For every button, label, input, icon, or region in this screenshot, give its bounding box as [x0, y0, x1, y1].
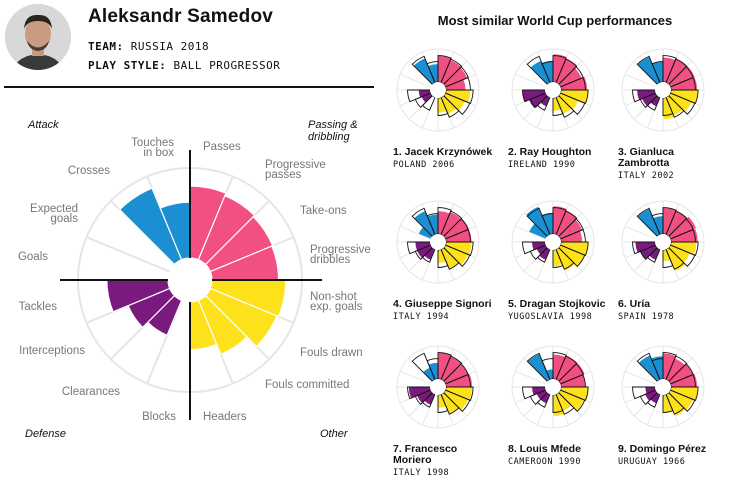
similar-player-team: URUGUAY 1966 — [618, 457, 686, 467]
grid-spoke — [514, 73, 546, 88]
category-label: Headers — [203, 411, 247, 423]
similar-player-team: ITALY 1998 — [393, 468, 450, 478]
center-hole — [545, 82, 561, 98]
team-line: TEAM: RUSSIA 2018 — [88, 40, 209, 53]
similar-player-card: 6. Uría SPAIN 1978 — [618, 197, 730, 322]
similar-player-team: SPAIN 1978 — [618, 312, 675, 322]
team-value: RUSSIA 2018 — [130, 40, 210, 53]
similar-player-card: 4. Giuseppe Signori ITALY 1994 — [393, 197, 508, 322]
player-face-icon — [5, 4, 71, 70]
center-hole — [168, 258, 212, 302]
group-label-other: Other — [320, 428, 349, 440]
category-label: Progressive dribbles — [310, 244, 371, 266]
grid-spoke — [399, 73, 431, 88]
center-hole — [545, 379, 561, 395]
center-hole — [655, 82, 671, 98]
category-label: Non-shot exp. goals — [310, 291, 363, 313]
similar-player-name: 9. Domingo Pérez — [618, 443, 707, 455]
category-label: Expected goals — [30, 203, 78, 225]
category-label: Blocks — [142, 411, 176, 423]
similar-player-name: 7. Francesco Moriero — [393, 443, 458, 466]
category-label: Tackles — [19, 301, 58, 313]
center-hole — [430, 379, 446, 395]
play-style-line: PLAY STYLE: BALL PROGRESSOR — [88, 59, 280, 72]
center-hole — [430, 82, 446, 98]
grid-spoke — [624, 370, 656, 385]
similar-player-name: 1. Jacek Krzynówek — [393, 146, 493, 158]
similar-player-card: 3. Gianluca Zambrotta ITALY 2002 — [618, 45, 730, 181]
similar-player-card: 9. Domingo Pérez URUGUAY 1966 — [618, 342, 730, 467]
category-label: Take-ons — [300, 205, 347, 217]
grid-spoke — [399, 370, 431, 385]
center-hole — [545, 234, 561, 250]
category-label: Progressive passes — [265, 159, 326, 181]
category-label: Interceptions — [19, 345, 85, 357]
player-name: Aleksandr Samedov — [88, 6, 274, 27]
similar-polar-chart — [396, 200, 480, 284]
similar-player-name: 4. Giuseppe Signori — [393, 298, 492, 310]
similar-polar-chart — [621, 48, 705, 132]
similar-player-name: 3. Gianluca Zambrotta — [618, 146, 675, 169]
similar-player-card: 2. Ray Houghton IRELAND 1990 — [508, 45, 623, 170]
category-label: Fouls committed — [265, 379, 349, 391]
similar-player-name: 6. Uría — [618, 298, 651, 310]
similar-player-team: POLAND 2006 — [393, 160, 455, 170]
category-label: Fouls drawn — [300, 347, 363, 359]
category-label: Touches in box — [131, 137, 174, 159]
similar-polar-chart — [396, 345, 480, 429]
similar-player-card: 5. Dragan Stojkovic YUGOSLAVIA 1998 — [508, 197, 623, 322]
similar-polar-chart — [511, 200, 595, 284]
grid-spoke — [624, 73, 656, 88]
category-label: Goals — [18, 251, 48, 263]
similar-player-card: 1. Jacek Krzynówek POLAND 2006 — [393, 45, 508, 170]
similar-player-card: 7. Francesco Moriero ITALY 1998 — [393, 342, 508, 478]
category-label: Crosses — [68, 165, 110, 177]
similar-player-name: 8. Louis Mfede — [508, 443, 581, 455]
similar-polar-chart — [511, 345, 595, 429]
category-label: Clearances — [62, 386, 120, 398]
category-label: Passes — [203, 141, 241, 153]
similar-player-name: 5. Dragan Stojkovic — [508, 298, 606, 310]
similar-polar-chart — [511, 48, 595, 132]
similar-polar-chart — [621, 345, 705, 429]
similar-player-team: ITALY 1994 — [393, 312, 450, 322]
similar-title: Most similar World Cup performances — [437, 13, 673, 28]
player-polar-chart: Passes Progressive passes Take-ons Progressi… — [18, 119, 371, 440]
grid-spoke — [514, 370, 546, 385]
similar-polar-chart — [621, 200, 705, 284]
player-photo — [5, 4, 71, 70]
grid-spoke — [624, 225, 656, 240]
similar-polar-chart — [396, 48, 480, 132]
group-label-defense: Defense — [25, 428, 66, 440]
center-hole — [655, 379, 671, 395]
similar-player-team: YUGOSLAVIA 1998 — [508, 312, 593, 322]
similar-player-card: 8. Louis Mfede CAMEROON 1990 — [508, 342, 623, 467]
similar-player-team: IRELAND 1990 — [508, 160, 576, 170]
center-hole — [655, 234, 671, 250]
grid-spoke — [86, 236, 171, 273]
team-label: TEAM: — [88, 40, 124, 53]
center-hole — [430, 234, 446, 250]
group-label-attack: Attack — [27, 119, 59, 131]
header-divider — [4, 86, 374, 88]
play-style-value: BALL PROGRESSOR — [173, 59, 281, 72]
similar-player-team: ITALY 2002 — [618, 171, 675, 181]
similar-player-team: CAMEROON 1990 — [508, 457, 582, 467]
group-label-passing: Passing & dribbling — [308, 119, 358, 143]
play-style-label: PLAY STYLE: — [88, 59, 167, 72]
similar-player-name: 2. Ray Houghton — [508, 146, 592, 158]
